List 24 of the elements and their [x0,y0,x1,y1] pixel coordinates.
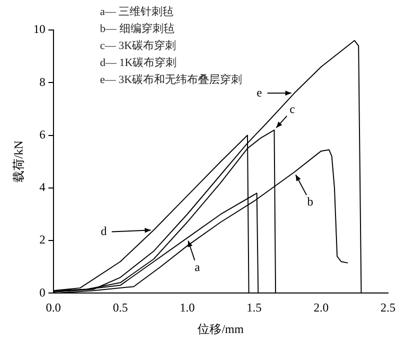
annotation: b— 细编穿刺毡 [100,22,176,37]
y-tick-label: 2 [39,232,46,247]
legend-label: a [194,260,201,274]
y-tick-label: 6 [39,127,46,142]
x-tick-label: 0.0 [46,300,61,315]
annotation: e— 3K碳布和无纬布叠层穿刺 [100,72,242,88]
annotation: c— 3K碳布穿刺 [100,38,178,54]
text: a— 三维针刺毡 [100,4,175,20]
x-tick-label: 2.5 [380,300,396,315]
y-axis-title: 载荷/kN [11,140,26,183]
legend-label: c [290,102,295,116]
x-tick-label: 2.0 [314,300,329,315]
y-tick-label: 8 [39,74,46,89]
y-tick-label: 4 [39,180,46,194]
text: d [100,224,107,238]
legend-label: b [307,194,314,208]
x-tick-label: 0.5 [112,300,128,315]
series-label: e [256,85,262,100]
y-tick-label: 0 [39,285,46,300]
y-tick-label: 10 [33,22,46,36]
x-axis-title: 位移/mm [198,322,244,336]
x-tick-label: 1.0 [180,300,195,315]
x-tick-label: 1.5 [246,300,262,315]
annotation: d— 1K碳布穿刺 [100,56,178,71]
